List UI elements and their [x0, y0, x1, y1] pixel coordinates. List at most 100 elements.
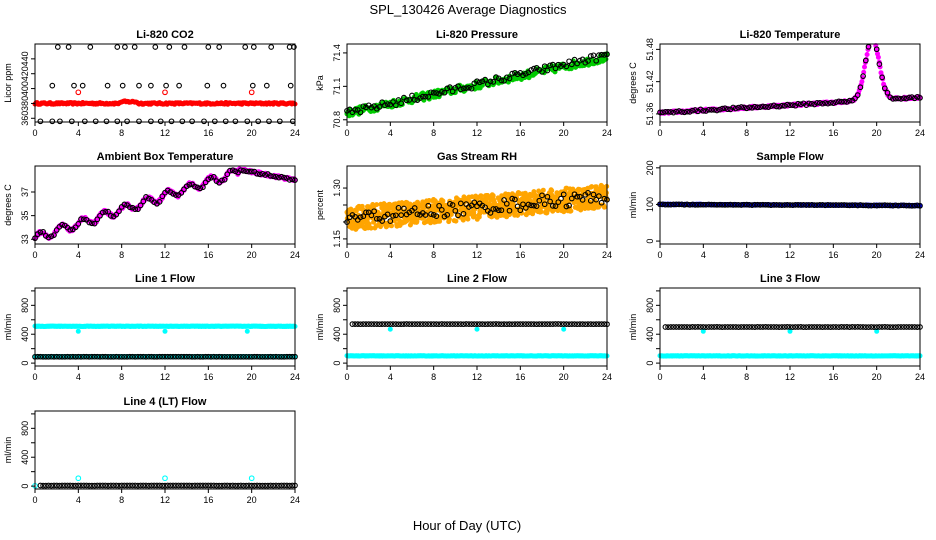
data-point — [490, 193, 496, 199]
data-point — [159, 193, 166, 200]
data-point — [540, 187, 546, 193]
data-point — [749, 104, 755, 111]
data-point — [765, 104, 772, 110]
data-point — [440, 198, 446, 204]
data-point — [561, 326, 567, 332]
x-tick-label: 24 — [915, 128, 925, 138]
series-temp-avg — [657, 43, 923, 116]
chart-line3: Line 3 Flow 0 4 8 12 16 20 24 0 400 800 ml/min — [628, 273, 925, 382]
data-point — [105, 208, 111, 215]
data-point — [390, 213, 396, 219]
data-point — [509, 195, 516, 202]
data-point — [512, 196, 518, 203]
data-point — [909, 202, 915, 209]
data-point — [248, 168, 255, 175]
data-point — [152, 44, 159, 50]
data-point — [770, 202, 777, 208]
data-point — [457, 200, 464, 207]
data-point — [678, 201, 685, 208]
data-point — [291, 44, 297, 50]
data-point — [266, 118, 272, 125]
x-tick-label: 0 — [344, 250, 349, 260]
data-point — [689, 107, 696, 114]
data-point — [176, 82, 182, 89]
x-tick-label: 20 — [559, 372, 569, 382]
x-tick-label: 0 — [657, 372, 662, 382]
data-point — [137, 202, 144, 209]
data-point — [384, 101, 391, 107]
x-tick-label: 12 — [472, 372, 482, 382]
data-point — [705, 201, 712, 208]
x-tick-label: 16 — [515, 250, 525, 260]
data-point — [68, 118, 75, 125]
x-tick-label: 0 — [32, 495, 37, 505]
data-point — [471, 199, 478, 206]
data-point — [113, 211, 120, 218]
data-point — [255, 118, 262, 125]
data-point — [536, 188, 542, 194]
data-point — [539, 192, 545, 199]
data-point — [436, 202, 442, 209]
data-point — [686, 201, 693, 208]
data-point — [814, 202, 820, 208]
data-point — [773, 103, 780, 110]
y-axis-label: degrees C — [3, 184, 13, 226]
x-tick-label: 24 — [290, 495, 300, 505]
data-point — [760, 103, 766, 110]
x-tick-label: 16 — [203, 495, 213, 505]
series-sample-avg — [657, 201, 923, 209]
data-point — [732, 105, 739, 112]
y-tick-label: 51.48 — [645, 38, 655, 61]
data-point — [444, 85, 451, 92]
data-point — [86, 219, 93, 226]
data-point — [390, 99, 396, 105]
data-point — [148, 118, 154, 125]
y-tick-label: 33 — [20, 234, 30, 244]
data-point — [368, 212, 375, 219]
data-point — [447, 84, 453, 90]
data-point — [730, 202, 736, 208]
data-point — [665, 108, 671, 115]
data-point — [800, 201, 807, 208]
data-point — [121, 201, 128, 208]
data-point — [787, 202, 793, 208]
data-point — [244, 328, 250, 334]
data-point — [455, 212, 461, 219]
data-point — [57, 118, 63, 125]
chart-pressure: Li-820 Pressure 0 4 8 12 16 20 24 70.8 71.1 71.4 kP… — [315, 29, 612, 138]
x-tick-label: 0 — [344, 128, 349, 138]
data-point — [881, 85, 888, 92]
data-point — [194, 184, 201, 191]
x-tick-label: 24 — [602, 250, 612, 260]
x-tick-label: 8 — [744, 250, 749, 260]
data-point — [515, 212, 521, 218]
data-point — [762, 201, 769, 208]
data-point — [506, 207, 513, 214]
data-point — [541, 201, 548, 208]
y-tick-label: 0 — [20, 361, 30, 366]
chart-title: Sample Flow — [756, 151, 824, 163]
x-tick-label: 12 — [472, 128, 482, 138]
y-tick-label: 0 — [645, 239, 655, 244]
chart-rh: Gas Stream RH 0 4 8 12 16 20 24 1.15 1.30 percent — [315, 151, 612, 260]
data-point — [662, 108, 669, 115]
chart-temperature: Li-820 Temperature 0 4 8 12 16 20 24 51.36 51.42 5… — [628, 29, 925, 138]
data-point — [860, 73, 866, 79]
data-point — [220, 82, 227, 89]
data-point — [466, 85, 472, 91]
y-tick-label: 400 — [20, 81, 30, 96]
data-point — [898, 96, 904, 102]
data-point — [248, 475, 255, 482]
data-point — [765, 202, 772, 208]
data-point — [403, 97, 410, 104]
y-tick-label: 51.42 — [645, 70, 655, 93]
data-point — [219, 177, 225, 184]
data-point — [898, 202, 904, 209]
data-point — [787, 102, 793, 108]
data-point — [268, 44, 275, 50]
data-point — [714, 107, 720, 114]
data-point — [841, 98, 848, 105]
data-point — [482, 204, 488, 211]
data-point — [425, 94, 432, 100]
y-tick-label: 51.36 — [645, 103, 655, 126]
